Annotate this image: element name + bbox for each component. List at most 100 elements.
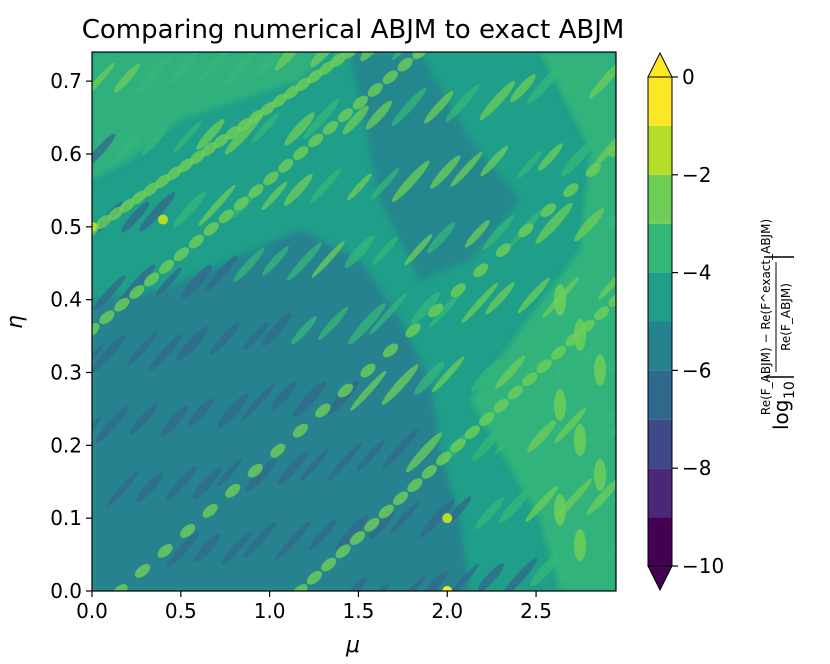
contour-band [129, 404, 158, 435]
contour-band [419, 571, 448, 591]
contour-band [424, 91, 454, 124]
contour-band [605, 407, 616, 441]
contour-band [243, 321, 269, 351]
contour-ridge [92, 323, 100, 337]
bright-spot [442, 513, 453, 524]
contour-ridge [407, 478, 423, 493]
colorbar-segment [648, 321, 672, 371]
contour-band [198, 184, 236, 226]
contour-band [92, 417, 101, 451]
contour-band [233, 247, 265, 283]
contour-lobe [554, 389, 566, 421]
contour-band [286, 242, 322, 281]
chart-title: Comparing numerical ABJM to exact ABJM [82, 15, 625, 45]
contour-band [261, 181, 288, 211]
contour-band [291, 315, 317, 345]
y-tick-label: 0.2 [50, 433, 82, 457]
contour-ridge [392, 491, 409, 506]
contour-band [277, 450, 309, 486]
contour-lobe [554, 494, 566, 526]
contour-band [494, 355, 526, 389]
contour-ridge [421, 465, 437, 479]
x-axis-label: μ [345, 633, 360, 658]
contour-band [372, 236, 398, 265]
x-tick-label: 2.5 [520, 599, 552, 623]
contour-band [410, 291, 441, 325]
contour-band [217, 393, 249, 428]
contour-ridge [364, 517, 380, 532]
colorbar-segment [648, 77, 672, 126]
contour-band [516, 150, 543, 179]
contour-ridge [270, 443, 286, 458]
x-tick-label: 1.5 [343, 599, 375, 623]
bright-spot [158, 214, 169, 225]
top-left-region [92, 52, 330, 180]
contour-band [365, 100, 393, 130]
colorbar-tick-label: −2 [682, 163, 711, 187]
contour-ridge [397, 57, 413, 72]
contour-band [335, 515, 368, 551]
contour-ridge [114, 297, 130, 312]
y-tick-label: 0.0 [50, 579, 82, 603]
contour-band [241, 382, 276, 421]
contour-band [525, 486, 558, 522]
heatmap-area [92, 52, 616, 591]
contour-band [274, 52, 305, 71]
contour-band [216, 458, 243, 487]
contour-band [391, 87, 427, 127]
contour-band [106, 471, 139, 507]
colorbar-tick-label: −6 [682, 358, 711, 382]
y-tick-label: 0.7 [50, 69, 82, 93]
contour-band [292, 381, 326, 418]
contour-ridge [248, 184, 264, 198]
contour-band [350, 370, 387, 411]
contour-band [302, 98, 340, 140]
contour-band [429, 292, 461, 328]
contour-ridge [382, 70, 398, 85]
contour-band [593, 128, 616, 167]
contour-band [270, 382, 297, 411]
contour-lobe [594, 354, 606, 386]
contour-band [121, 201, 150, 233]
contour-ridge [405, 323, 421, 338]
contour-ridge [473, 263, 489, 278]
contour-ridge [608, 143, 616, 157]
contour-band [510, 74, 536, 103]
contour-band [443, 563, 480, 591]
contour-ridge [464, 425, 480, 440]
contour-band [598, 268, 616, 300]
contour-band [338, 576, 368, 591]
contour-band [251, 112, 280, 143]
contour-band [471, 359, 501, 392]
contour-band [326, 441, 363, 482]
contour-band [485, 282, 515, 315]
contour-band [405, 432, 443, 473]
contour-ridge [292, 423, 308, 438]
contour-band [245, 459, 276, 492]
colorbar-ticks: 0 −2 −4 −6 −8 −10 [672, 65, 724, 578]
contour-ridge [352, 95, 368, 110]
contour-band [222, 52, 256, 88]
contour-ridge [119, 198, 135, 213]
colorbar-label-numerator: Re(F_ABJM) − Re(F^exact_ABJM) [759, 219, 773, 415]
contour-ridge [157, 543, 173, 558]
colorbar-tick-label: −8 [682, 456, 711, 480]
contour-band [471, 428, 502, 462]
contour-ridge [436, 451, 452, 466]
contour-band [160, 405, 189, 437]
diagonal-bands [92, 52, 616, 591]
contour-band [537, 143, 563, 171]
contour-ridge [180, 523, 196, 538]
contour-band [95, 405, 130, 443]
contour-ridge [295, 77, 311, 92]
contour-band [450, 151, 483, 188]
contour-band [461, 282, 499, 324]
contour-ridge [536, 359, 552, 374]
contour-band [284, 112, 315, 146]
contour-band [584, 410, 616, 446]
contour-ridge [308, 133, 324, 148]
contour-band [283, 173, 313, 206]
contour-ridge [173, 247, 190, 262]
colorbar-tick-label: −4 [682, 261, 711, 285]
